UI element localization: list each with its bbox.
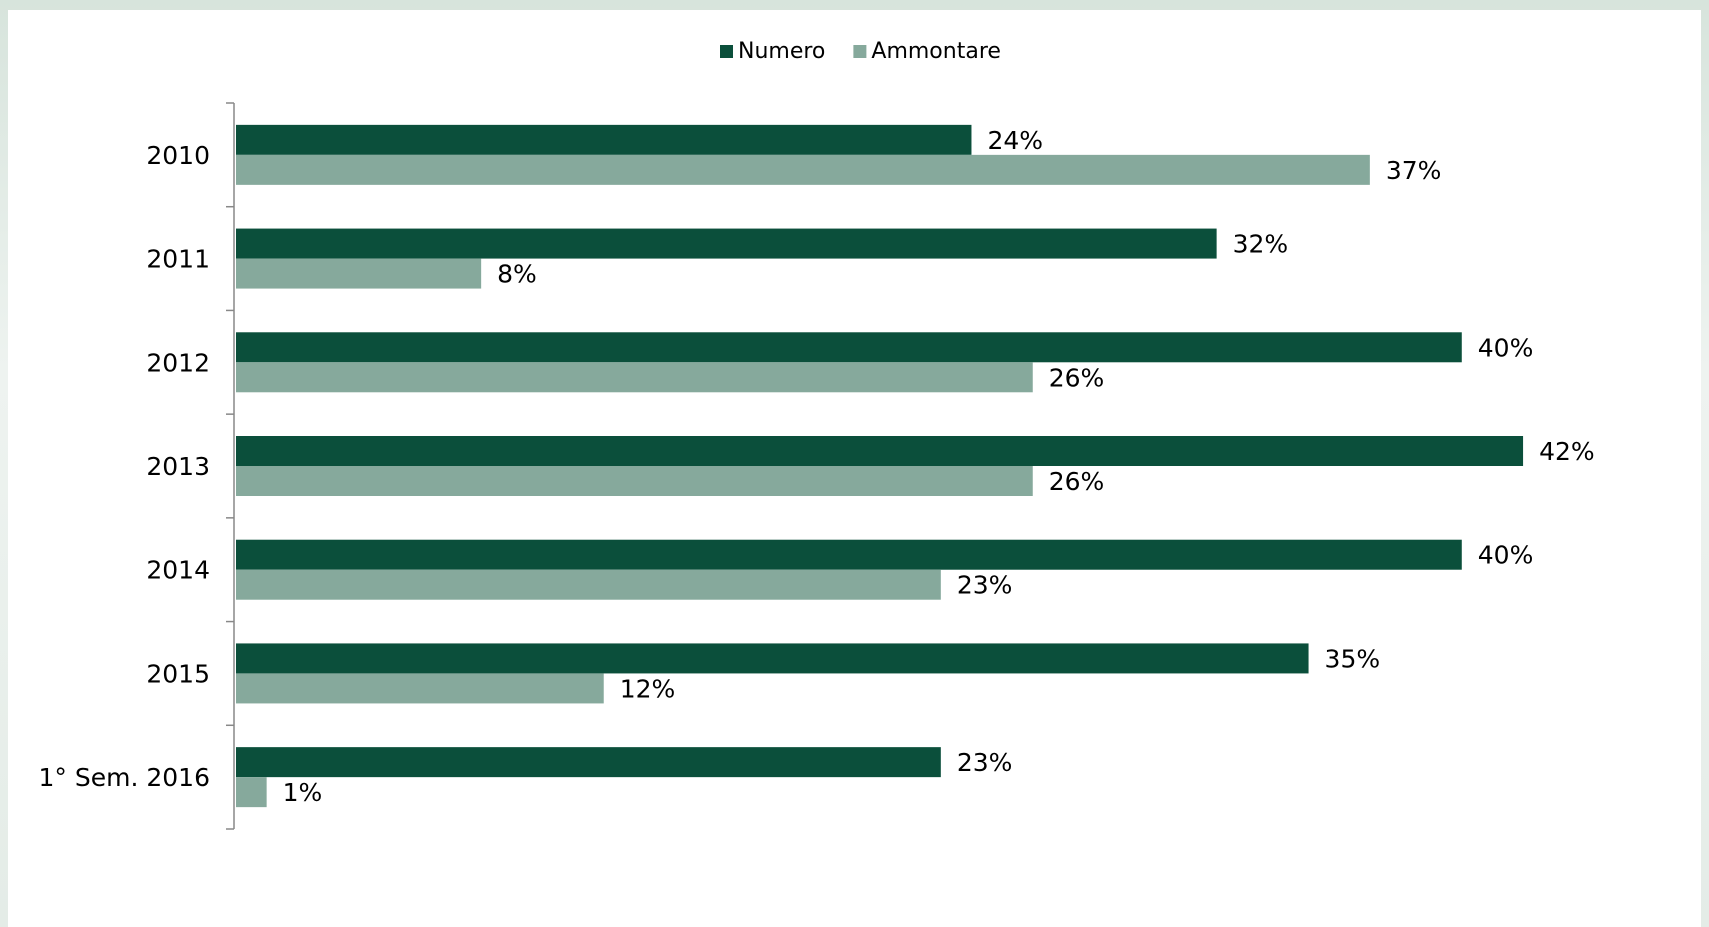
data-label-numero: 24%	[987, 126, 1043, 155]
data-label-numero: 40%	[1478, 333, 1534, 362]
category-label: 1° Sem. 2016	[39, 763, 210, 792]
legend-label-ammontare: Ammontare	[871, 39, 1001, 64]
data-label-numero: 40%	[1478, 541, 1534, 570]
bar-ammontare	[236, 362, 1033, 393]
bar-ammontare	[236, 154, 1370, 185]
data-label-numero: 32%	[1233, 230, 1289, 259]
bar-ammontare	[236, 777, 267, 808]
chart-panel: Numero Ammontare 2010 2011 2012 2013 2014 2015…	[8, 10, 1701, 927]
legend-label-numero: Numero	[738, 39, 825, 64]
data-label-ammontare: 23%	[957, 571, 1013, 600]
data-label-numero: 35%	[1325, 644, 1381, 673]
category-labels: 2010 2011 2012 2013 2014 2015 1° Sem. 2016	[39, 141, 210, 792]
category-label: 2010	[146, 141, 210, 170]
data-label-ammontare: 1%	[283, 778, 323, 807]
category-label: 2012	[146, 348, 210, 377]
category-axis	[226, 102, 235, 830]
data-label-numero: 42%	[1539, 437, 1595, 466]
bar-numero	[236, 124, 972, 155]
bar-numero	[236, 643, 1309, 674]
legend-swatch-ammontare	[853, 45, 867, 58]
category-label: 2013	[146, 452, 210, 481]
category-label: 2015	[146, 659, 210, 688]
bar-numero	[236, 747, 941, 778]
bar-numero	[236, 332, 1462, 363]
bars	[236, 124, 1524, 808]
category-label: 2014	[146, 556, 210, 585]
data-label-ammontare: 26%	[1049, 467, 1105, 496]
bar-numero	[236, 436, 1524, 466]
bar-numero	[236, 228, 1217, 259]
data-label-ammontare: 26%	[1049, 363, 1105, 392]
bar-ammontare	[236, 466, 1033, 496]
bar-ammontare	[236, 673, 604, 704]
data-label-numero: 23%	[957, 748, 1013, 777]
bar-ammontare	[236, 258, 482, 289]
legend: Numero Ammontare	[720, 39, 1001, 64]
bar-chart: Numero Ammontare 2010 2011 2012 2013 2014 2015…	[39, 39, 1595, 830]
bar-numero	[236, 539, 1462, 570]
data-label-ammontare: 8%	[497, 260, 537, 289]
data-label-ammontare: 37%	[1386, 156, 1442, 185]
category-label: 2011	[146, 245, 210, 274]
bar-ammontare	[236, 569, 941, 600]
value-labels: 24% 37% 32% 8% 40% 26% 42% 26% 40% 23% 35% 12% 23% 1%	[283, 126, 1595, 807]
legend-swatch-numero	[720, 45, 733, 58]
data-label-ammontare: 12%	[620, 674, 676, 703]
